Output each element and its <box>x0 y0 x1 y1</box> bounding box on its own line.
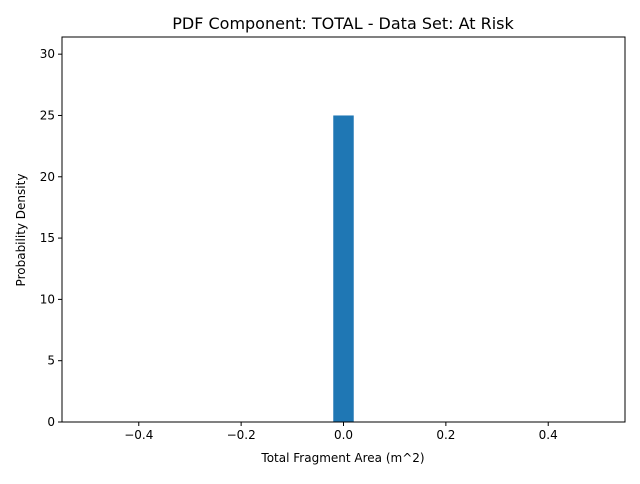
x-tick-label: 0.2 <box>436 428 455 442</box>
y-axis-label: Probability Density <box>14 174 28 287</box>
y-tick-label: 20 <box>40 170 55 184</box>
y-tick-label: 25 <box>40 108 55 122</box>
x-tick-label: 0.4 <box>539 428 558 442</box>
x-tick-label: −0.4 <box>124 428 153 442</box>
x-tick-label: −0.2 <box>227 428 256 442</box>
y-tick-label: 10 <box>40 292 55 306</box>
chart-title: PDF Component: TOTAL - Data Set: At Risk <box>172 14 514 33</box>
y-tick-label: 15 <box>40 231 55 245</box>
y-tick-label: 30 <box>40 47 55 61</box>
x-tick-label: 0.0 <box>334 428 353 442</box>
x-axis-label: Total Fragment Area (m^2) <box>260 451 424 465</box>
histogram-bar <box>333 115 354 422</box>
plot-area: −0.4 −0.2 0.0 0.2 0.4 0 5 10 15 20 25 30 <box>40 36 626 442</box>
y-tick-label: 0 <box>47 415 55 429</box>
y-tick-label: 5 <box>47 354 55 368</box>
